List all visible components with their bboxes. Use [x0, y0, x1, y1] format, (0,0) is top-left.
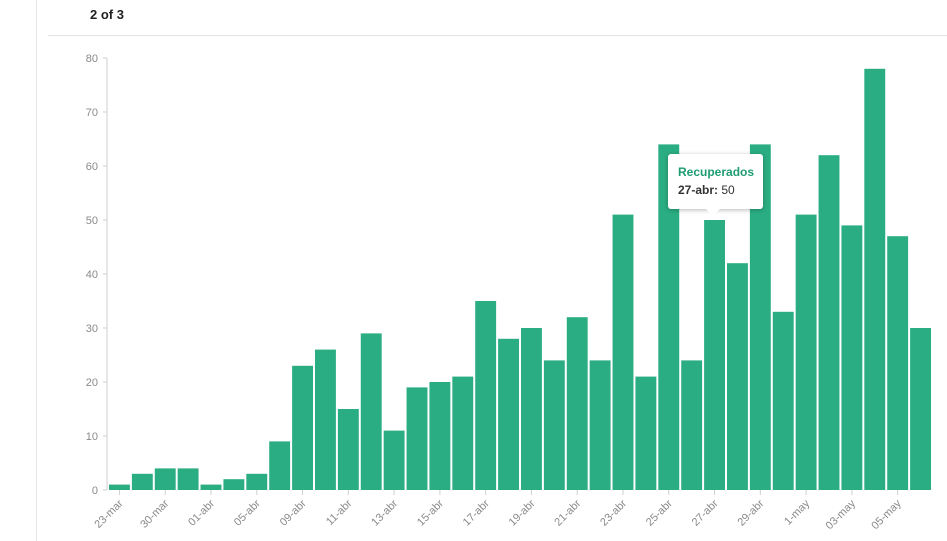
bar[interactable] [109, 484, 130, 490]
bar[interactable] [315, 349, 336, 490]
x-axis: 23-mar 30-mar 01-abr 05-abr 09-abr 11-abr 13-a… [92, 490, 904, 532]
y-tick-label: 0 [92, 485, 98, 497]
bar[interactable] [612, 214, 634, 490]
x-tick-label: 25-abr [644, 497, 675, 528]
bar[interactable] [681, 360, 703, 490]
x-tick-label: 15-abr [415, 497, 446, 528]
pager-label: 2 of 3 [90, 7, 124, 22]
x-tick-label: 11-abr [324, 497, 355, 528]
bar[interactable] [383, 430, 405, 490]
bar[interactable] [727, 263, 748, 490]
bar[interactable] [177, 468, 199, 490]
bar[interactable] [292, 365, 313, 490]
y-tick-label: 20 [86, 377, 98, 389]
bar[interactable] [131, 473, 153, 490]
bar[interactable] [589, 360, 611, 490]
bar-series [109, 68, 931, 491]
y-tick-label: 70 [86, 107, 98, 119]
x-tick-label: 17-abr [461, 497, 492, 528]
bar[interactable] [841, 225, 863, 490]
tooltip-value: 50 [721, 183, 735, 197]
x-tick-label: 13-abr [369, 497, 400, 528]
bar[interactable] [543, 360, 565, 490]
bar[interactable] [223, 479, 245, 490]
y-tick-label: 60 [86, 161, 98, 173]
x-tick-label: 01-abr [186, 497, 217, 528]
header-divider [48, 35, 947, 36]
x-tick-label: 30-mar [138, 497, 171, 530]
bar[interactable] [772, 311, 794, 490]
y-axis: 0 10 20 30 40 50 60 70 80 [86, 53, 108, 497]
bar[interactable] [246, 473, 268, 490]
bar[interactable] [521, 328, 542, 490]
bar[interactable] [337, 409, 359, 490]
bar[interactable] [475, 301, 497, 490]
bar[interactable] [360, 333, 382, 490]
bar[interactable] [566, 317, 588, 490]
bar[interactable] [795, 214, 817, 490]
bar[interactable] [429, 382, 451, 490]
y-tick-label: 80 [86, 53, 98, 65]
bar[interactable] [635, 376, 657, 490]
x-tick-label: 27-abr [690, 497, 721, 528]
left-border [36, 0, 37, 541]
x-tick-label: 05-may [869, 497, 904, 532]
x-tick-label: 23-mar [92, 497, 125, 530]
x-tick-label: 05-abr [232, 497, 263, 528]
x-tick-label: 21-abr [552, 497, 583, 528]
bar[interactable] [658, 144, 680, 490]
x-tick-label: 03-may [824, 497, 859, 532]
y-tick-label: 50 [86, 215, 98, 227]
bar[interactable] [818, 155, 840, 490]
bar[interactable] [452, 376, 474, 490]
bar[interactable] [498, 338, 519, 490]
tooltip-date: 27-abr: [678, 183, 719, 197]
bar[interactable] [864, 68, 886, 491]
chart-tooltip: Recuperados 27-abr: 50 [668, 154, 763, 216]
bar[interactable] [887, 236, 909, 490]
tooltip-row: 27-abr: 50 [678, 183, 735, 197]
y-tick-label: 40 [86, 269, 98, 281]
x-tick-label: 09-abr [278, 497, 309, 528]
bar[interactable] [910, 328, 931, 490]
bar[interactable] [749, 144, 771, 490]
tooltip-series-name: Recuperados [678, 165, 755, 179]
x-tick-label: 29-abr [735, 497, 766, 528]
x-tick-label: 23-abr [598, 497, 629, 528]
y-tick-label: 10 [86, 431, 98, 443]
bar[interactable] [200, 484, 222, 490]
x-tick-label: 1-may [782, 497, 812, 527]
bar[interactable] [406, 387, 428, 490]
x-tick-label: 19-abr [507, 497, 538, 528]
bar[interactable] [269, 441, 291, 490]
y-tick-label: 30 [86, 323, 98, 335]
bar[interactable] [154, 468, 176, 490]
bar[interactable] [704, 220, 725, 490]
